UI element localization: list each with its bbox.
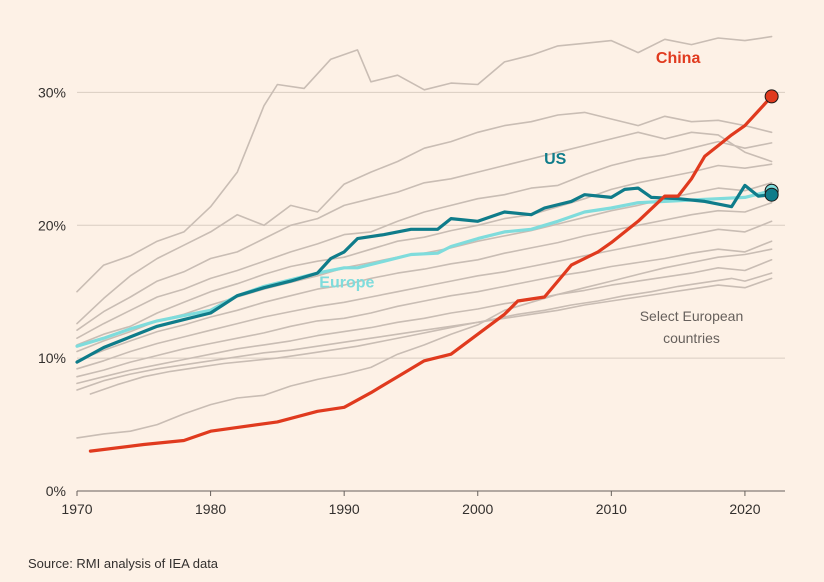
background-series-line-7: [76, 201, 773, 362]
background-series-line-4: [76, 140, 773, 339]
background-label-line: Select European: [640, 308, 744, 324]
series-line-europe: [75, 189, 774, 348]
background-series-label: Select European countries: [640, 308, 744, 346]
y-tick-label: 10%: [38, 350, 66, 366]
background-series-line-1: [76, 35, 773, 293]
x-tick-label: 1970: [61, 501, 92, 517]
x-tick-label: 1990: [329, 501, 360, 517]
series-label-europe: Europe: [319, 275, 374, 292]
series-endpoint-us: [764, 187, 779, 202]
x-tick-label: 2010: [596, 501, 627, 517]
series-line-us: [75, 183, 774, 364]
background-series-layer: [76, 35, 773, 439]
background-series-line-5: [76, 163, 773, 346]
x-tick-label: 1980: [195, 501, 226, 517]
highlight-series-layer: [75, 89, 779, 453]
y-tick-label: 0%: [46, 483, 66, 499]
label-layer: Select European countries Europe US China: [319, 50, 743, 346]
series-label-us: US: [544, 151, 567, 168]
background-series-line-13: [76, 248, 773, 439]
x-tick-label: 2020: [729, 501, 760, 517]
background-series-line-8: [76, 220, 773, 370]
x-tick-label: 2000: [462, 501, 493, 517]
background-series-line-9: [76, 240, 773, 378]
series-label-china: China: [656, 50, 701, 67]
background-series-line-11: [76, 277, 773, 391]
background-series-line-12: [89, 272, 773, 395]
axis-layer: 0% 10% 20% 30% 1970 1980 1990 2000 2010 2020: [38, 84, 785, 517]
background-series-line-10: [76, 259, 773, 385]
background-series-line-3: [76, 131, 773, 331]
y-tick-label: 20%: [38, 217, 66, 233]
series-endpoint-china: [764, 89, 779, 104]
background-label-line: countries: [663, 330, 720, 346]
series-line-china: [88, 94, 774, 453]
y-tick-label: 30%: [38, 84, 66, 100]
background-series-line-2: [76, 111, 773, 325]
source-note: Source: RMI analysis of IEA data: [28, 556, 219, 571]
